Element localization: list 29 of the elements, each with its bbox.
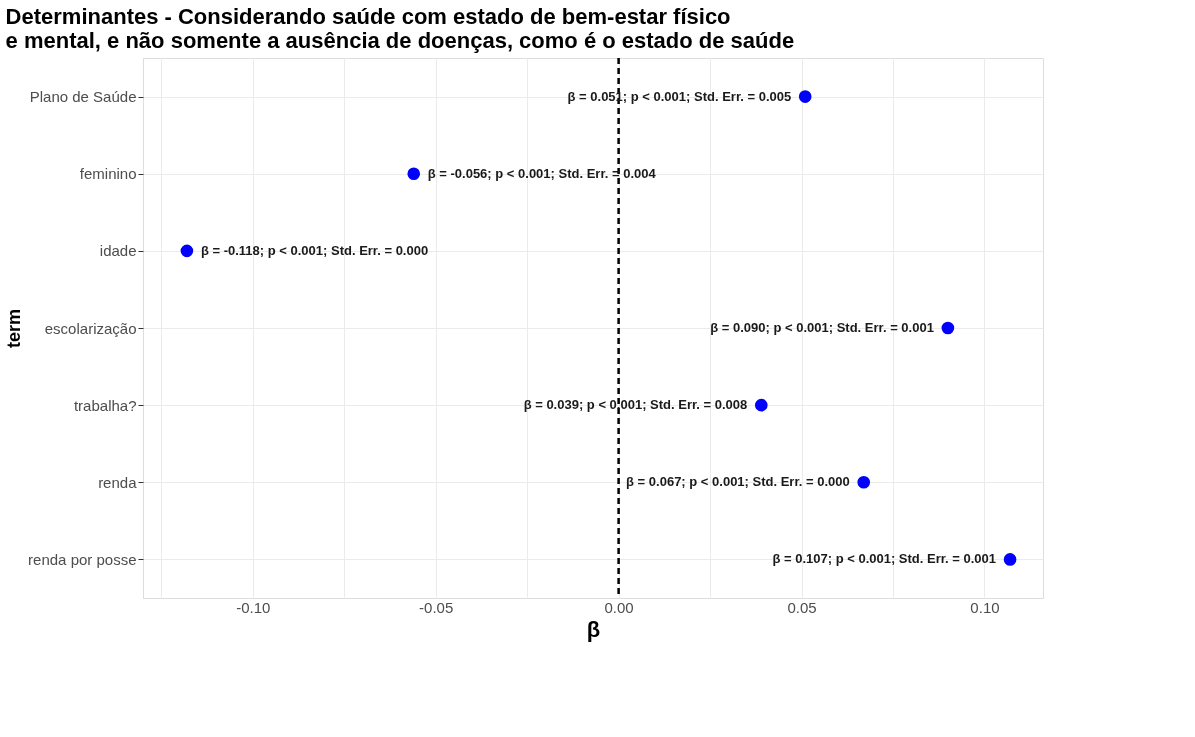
y-tick-label: trabalha? [73, 396, 137, 414]
y-tick-label: feminino [79, 165, 137, 183]
data-label: β = 0.051; p < 0.001; Std. Err. = 0.005 [567, 88, 792, 104]
y-tick-label: Plano de Saúde [29, 88, 137, 106]
chart-title: Determinantes - Considerando saúde com estado de bem-estar físico e mental, e não somente a ausência de doenças, como é o estado de saúde [5, 3, 795, 53]
x-tick-label: 0.05 [787, 598, 817, 616]
point [798, 90, 812, 103]
point [754, 398, 768, 412]
y-tick-label: escolarização [44, 319, 137, 337]
point [1003, 553, 1017, 566]
data-label: β = 0.067; p < 0.001; Std. Err. = 0.000 [626, 474, 850, 490]
y-tick-label: renda por posse [28, 550, 137, 568]
x-tick-label: -0.05 [419, 598, 454, 616]
point [857, 475, 871, 489]
point [941, 321, 955, 335]
x-tick-label: 0.10 [970, 598, 1000, 616]
data-label: β = 0.107; p < 0.001; Std. Err. = 0.001 [772, 551, 997, 567]
x-axis-title: β [586, 616, 601, 642]
x-tick-label: -0.10 [236, 598, 271, 616]
point [180, 244, 194, 258]
data-label: β = 0.039; p < 0.001; Std. Err. = 0.008 [523, 397, 748, 413]
y-tick-label: renda [98, 473, 138, 491]
data-label: β = 0.090; p < 0.001; Std. Err. = 0.001 [710, 320, 934, 335]
x-tick-label: 0.00 [604, 598, 634, 616]
data-label: β = -0.056; p < 0.001; Std. Err. = 0.004 [427, 165, 657, 181]
y-axis-title: term [4, 308, 25, 349]
y-tick-label: idade [99, 242, 137, 260]
point [407, 167, 421, 181]
data-label: β = -0.118; p < 0.001; Std. Err. = 0.000 [200, 242, 429, 258]
